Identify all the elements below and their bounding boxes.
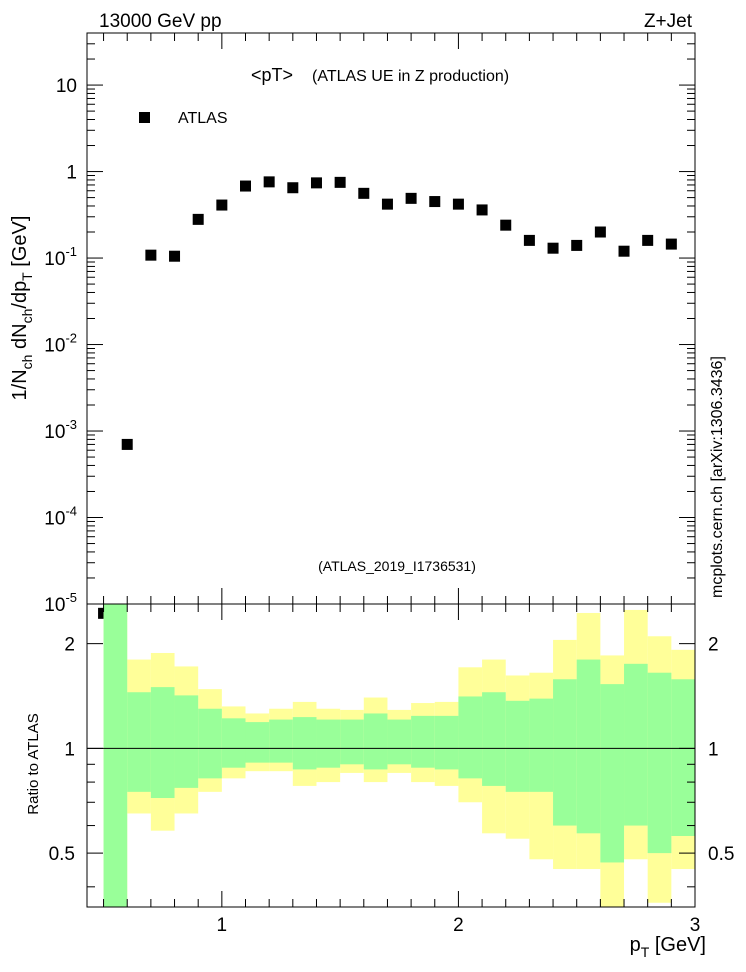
ratio-frame xyxy=(86,603,696,908)
source-label: mcplots.cern.ch [arXiv:1306.3436] xyxy=(709,356,726,598)
legend: ATLAS xyxy=(139,110,228,127)
inner-band-bin xyxy=(340,719,364,765)
ratio-y-axis-title: Ratio to ATLAS xyxy=(25,713,42,814)
upper-panel: (ATLAS_2019_I1736531) <pT> (ATLAS UE in … xyxy=(9,32,696,619)
inner-band-bin xyxy=(434,715,459,770)
inner-band-bin xyxy=(174,695,199,788)
x-tick-label: 3 xyxy=(690,915,701,936)
inner-band-bin xyxy=(647,672,672,854)
data-point xyxy=(216,199,228,211)
inner-band-bin xyxy=(316,719,341,768)
inner-band-bin xyxy=(411,715,435,768)
y-tick-label: 10-2 xyxy=(44,331,77,357)
data-point xyxy=(476,204,488,216)
data-point xyxy=(547,242,559,254)
process-label: Z+Jet xyxy=(644,11,693,32)
data-point xyxy=(263,176,275,188)
y-tick-label: 10-3 xyxy=(44,417,77,443)
energy-label: 13000 GeV pp xyxy=(99,11,222,32)
inner-band-bin xyxy=(198,708,222,779)
inner-band-bin xyxy=(387,719,412,765)
y-tick-label: 1 xyxy=(66,163,77,184)
ratio-y-tick-label-left: 2 xyxy=(64,635,75,656)
inner-band-bin xyxy=(221,718,246,768)
y-tick-label: 10-5 xyxy=(44,590,77,616)
data-point xyxy=(523,234,535,246)
inner-band-bin xyxy=(505,700,530,792)
inner-band-bin xyxy=(245,722,270,763)
data-point xyxy=(121,438,133,450)
data-point xyxy=(381,198,393,210)
upper-y-axis-title: 1/Nch dNch/dpT [GeV] xyxy=(9,216,35,401)
inner-band-bin xyxy=(482,692,506,786)
data-points xyxy=(98,176,677,619)
ratio-y-tick-label-left: 0.5 xyxy=(49,844,75,865)
plot-title: <pT> xyxy=(251,65,293,85)
data-point xyxy=(618,245,630,257)
plot-subtitle: (ATLAS UE in Z production) xyxy=(312,68,509,85)
data-point xyxy=(571,239,583,251)
inner-band-bin xyxy=(671,679,695,836)
data-point xyxy=(192,213,204,225)
y-tick-label: 10 xyxy=(56,76,77,97)
data-point xyxy=(405,192,417,204)
inner-band-bin xyxy=(529,698,554,792)
inner-band-bin xyxy=(103,604,128,907)
data-point xyxy=(452,198,464,210)
data-point xyxy=(665,238,677,250)
data-point xyxy=(594,226,606,238)
data-point xyxy=(240,180,252,192)
x-axis-title: pT [GeV] xyxy=(630,934,706,960)
inner-band-bin xyxy=(127,692,151,792)
ratio-y-tick-label-left: 1 xyxy=(64,739,75,760)
ratio-panel: 0.5 0.5 1 1 2 2 1 2 3 Ratio to ATLAS pT [GeV] xyxy=(25,603,734,960)
inner-band-bin xyxy=(553,679,577,826)
data-point xyxy=(287,182,299,194)
legend-marker xyxy=(139,112,150,123)
inner-band-bin xyxy=(576,659,601,834)
inner-band-bin xyxy=(600,684,625,863)
data-point xyxy=(642,234,654,246)
ratio-y-tick-label-right: 0.5 xyxy=(708,844,734,865)
data-point xyxy=(429,196,441,208)
data-point xyxy=(334,176,346,188)
inner-band-bin xyxy=(150,687,175,799)
analysis-id: (ATLAS_2019_I1736531) xyxy=(318,558,476,574)
inner-band-bin xyxy=(624,663,648,826)
ratio-y-tick-label-right: 1 xyxy=(708,739,719,760)
x-tick-label: 2 xyxy=(453,915,464,936)
y-tick-label: 10-1 xyxy=(44,244,77,270)
data-point xyxy=(358,187,370,199)
inner-band-bin xyxy=(363,713,388,770)
legend-label: ATLAS xyxy=(178,110,228,127)
inner-band-bin xyxy=(292,717,317,770)
ratio-y-tick-label-right: 2 xyxy=(708,635,719,656)
inner-band-bin xyxy=(269,719,293,763)
inner-band-bin xyxy=(458,696,483,779)
data-point xyxy=(310,177,322,189)
data-point xyxy=(500,219,512,231)
x-tick-label: 1 xyxy=(217,915,228,936)
data-point xyxy=(169,250,181,262)
data-point xyxy=(145,249,157,261)
y-tick-label: 10-4 xyxy=(44,504,77,530)
